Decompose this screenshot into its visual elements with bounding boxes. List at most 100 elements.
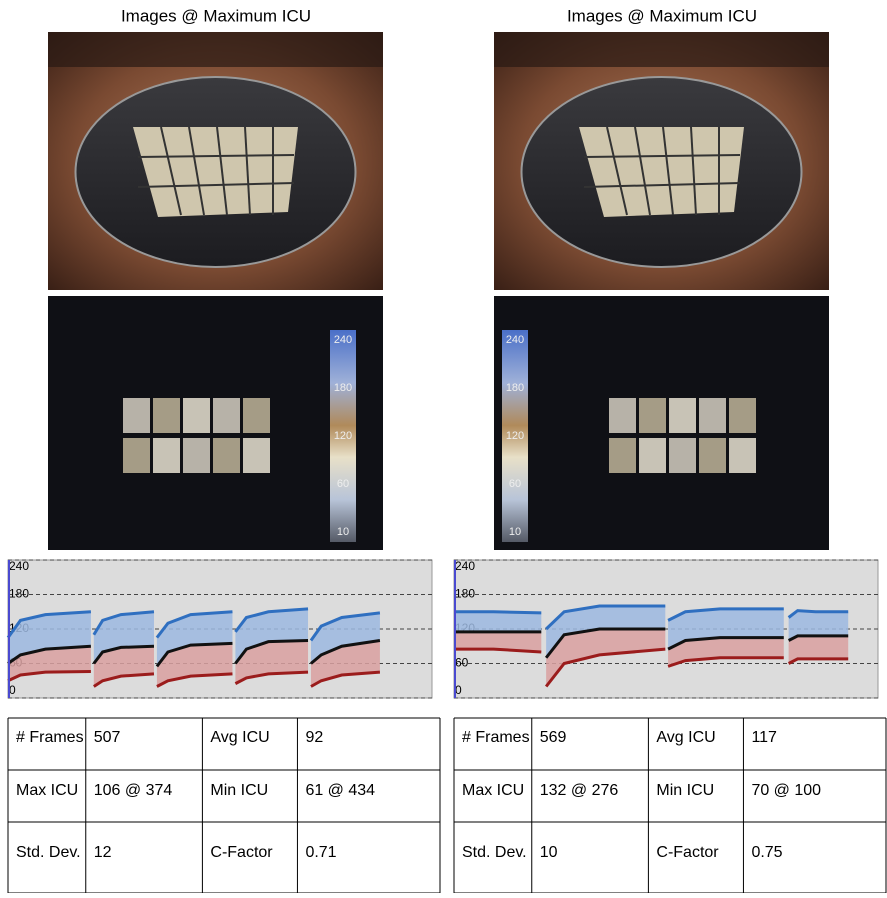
- heat-cell: [639, 438, 666, 473]
- table-cell: 569: [540, 729, 567, 746]
- table-cell: 507: [94, 729, 121, 746]
- band-fill: [235, 608, 309, 664]
- reflection-line: [606, 126, 628, 216]
- band-fill: [788, 610, 849, 641]
- colorbar-label: 180: [506, 382, 524, 394]
- heat-cell: [699, 398, 726, 433]
- eyelid-shadow: [48, 32, 383, 67]
- y-tick-label: 0: [9, 683, 16, 697]
- y-tick-label: 0: [455, 683, 462, 697]
- table-cell: Std. Dev.: [462, 844, 527, 861]
- table-cell: Avg ICU: [656, 729, 715, 746]
- band-fill: [93, 611, 154, 664]
- band-fill: [454, 631, 542, 652]
- table-cell: Min ICU: [210, 782, 268, 799]
- colorbar-label: 60: [337, 478, 349, 490]
- series-line: [7, 639, 381, 668]
- table-cell: Std. Dev.: [16, 844, 81, 861]
- colorbar-label: 120: [506, 430, 524, 442]
- reflection-line: [583, 154, 741, 158]
- table-cell: 0.71: [305, 844, 336, 861]
- heat-cell: [183, 398, 210, 433]
- panel-title: Images @ Maximum ICU: [121, 6, 311, 25]
- heat-cell: [669, 438, 696, 473]
- table-cell: 92: [305, 729, 323, 746]
- colorbar: [502, 330, 528, 542]
- series-line: [454, 604, 849, 631]
- heat-cell: [609, 398, 636, 433]
- heat-cell: [213, 438, 240, 473]
- eyelid-shadow: [494, 32, 829, 67]
- band-fill: [8, 611, 91, 664]
- y-tick-label: 60: [455, 656, 469, 670]
- reflection-line: [583, 182, 741, 188]
- series-line: [454, 647, 849, 688]
- table-cell: Avg ICU: [210, 729, 269, 746]
- y-tick-label: 180: [9, 587, 29, 601]
- heat-cell: [153, 398, 180, 433]
- table-cell: C-Factor: [656, 844, 719, 861]
- table-cell: # Frames: [462, 729, 530, 746]
- table-cell: 12: [94, 844, 112, 861]
- table-cell: 117: [751, 729, 777, 746]
- heat-cell: [243, 398, 270, 433]
- table-cell: 70 @ 100: [751, 782, 821, 799]
- reflection-line: [662, 126, 674, 216]
- band-fill: [546, 629, 666, 687]
- table-cell: 106 @ 374: [94, 782, 173, 799]
- colorbar-label: 10: [337, 526, 349, 538]
- heat-cell: [243, 438, 270, 473]
- table-cell: 0.75: [751, 844, 782, 861]
- table-cell: Min ICU: [656, 782, 714, 799]
- heat-cell: [609, 438, 636, 473]
- colorbar-label: 60: [509, 478, 521, 490]
- reflection-line: [244, 126, 251, 216]
- heat-cell: [729, 398, 756, 433]
- heat-cell: [183, 438, 210, 473]
- colorbar-label: 240: [334, 334, 352, 346]
- reflection-line: [216, 126, 228, 216]
- band-fill: [546, 606, 666, 658]
- colorbar-label: 120: [334, 430, 352, 442]
- y-tick-label: 240: [9, 559, 29, 573]
- reflection-line: [188, 126, 205, 216]
- band-fill: [93, 646, 154, 687]
- band-fill: [156, 611, 233, 667]
- table-cell: Max ICU: [16, 782, 78, 799]
- grid-reflection: [579, 127, 744, 217]
- reflection-line: [634, 126, 651, 216]
- panel-title: Images @ Maximum ICU: [567, 6, 757, 25]
- table-cell: # Frames: [16, 729, 84, 746]
- colorbar: [330, 330, 356, 542]
- colorbar-label: 240: [506, 334, 524, 346]
- table-cell: C-Factor: [210, 844, 273, 861]
- band-fill: [454, 611, 542, 632]
- heat-cell: [699, 438, 726, 473]
- heat-cell: [669, 398, 696, 433]
- grid-reflection: [133, 127, 298, 217]
- y-tick-label: 180: [455, 587, 475, 601]
- series-line: [6, 607, 381, 642]
- heat-cell: [153, 438, 180, 473]
- heat-cell: [729, 438, 756, 473]
- table-cell: 10: [540, 844, 558, 861]
- series-line: [7, 670, 381, 688]
- colorbar-label: 180: [334, 382, 352, 394]
- table-cell: 61 @ 434: [305, 782, 375, 799]
- table-cell: Max ICU: [462, 782, 524, 799]
- reflection-line: [137, 182, 295, 188]
- band-fill: [788, 635, 849, 664]
- heat-cell: [123, 438, 150, 473]
- colorbar-label: 10: [509, 526, 521, 538]
- heat-cell: [213, 398, 240, 433]
- y-tick-label: 240: [455, 559, 475, 573]
- heat-cell: [639, 398, 666, 433]
- reflection-line: [137, 154, 295, 158]
- band-fill: [156, 643, 233, 687]
- band-fill: [8, 646, 91, 681]
- reflection-line: [160, 126, 182, 216]
- heat-cell: [123, 398, 150, 433]
- reflection-line: [690, 126, 697, 216]
- table-cell: 132 @ 276: [540, 782, 619, 799]
